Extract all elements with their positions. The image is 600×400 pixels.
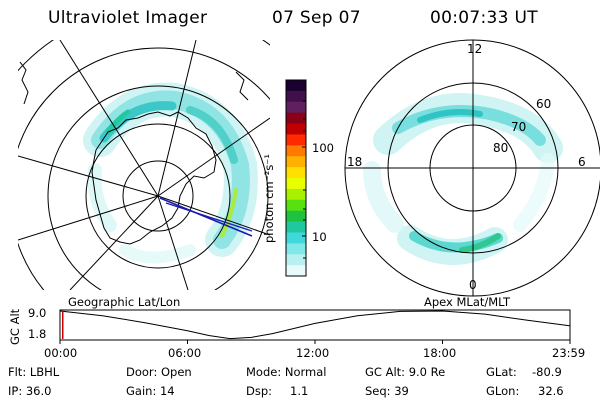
timeline-frame <box>59 309 571 341</box>
color-scale-step <box>286 145 306 157</box>
colorbar-unit-label: photon cm⁻²s⁻¹ <box>262 154 276 243</box>
color-scale-ticks <box>302 100 306 259</box>
mlt-label-0: 0 <box>469 278 477 292</box>
dsp-value: 1.1 <box>290 384 309 398</box>
satellite-track-line <box>165 202 253 232</box>
timeline-x-tick: 06:00 <box>168 346 202 360</box>
dsp-label: Dsp: <box>246 384 273 398</box>
glon-label: GLon: <box>486 384 520 398</box>
magnetic-map <box>363 93 563 265</box>
mlat-label-70: 70 <box>511 120 527 134</box>
color-scale-bar <box>286 80 306 277</box>
continent-outline <box>91 111 217 245</box>
timeline-y-tick-max: 9.0 <box>28 306 47 320</box>
glat-label: GLat: <box>486 365 517 379</box>
app-title: Ultraviolet Imager <box>48 8 208 28</box>
color-scale-step <box>286 101 306 114</box>
color-scale-frame <box>285 79 307 277</box>
color-scale-step <box>286 80 306 92</box>
timeline-ticks <box>59 340 571 344</box>
mlat-label-60: 60 <box>536 97 552 111</box>
color-scale-step <box>286 265 306 277</box>
gain-status: Gain: 14 <box>126 384 175 398</box>
altitude-series-line <box>59 310 570 340</box>
geographic-map <box>18 40 270 290</box>
left-panel-caption: Geographic Lat/Lon <box>68 295 181 309</box>
color-scale-step <box>286 134 306 146</box>
color-scale-step <box>286 112 306 125</box>
mlat-grid <box>344 39 600 297</box>
filter-status: Flt: LBHL <box>8 365 60 379</box>
color-scale-step <box>286 254 306 266</box>
timeline-x-tick: 00:00 <box>44 346 78 360</box>
time-display: 00:07:33 UT <box>430 8 538 28</box>
coastline-fragment <box>235 71 249 101</box>
timeline-y-label: GC Alt <box>8 308 22 345</box>
colorbar-tick-10: 10 <box>312 230 327 244</box>
mode-status: Mode: Normal <box>246 365 327 379</box>
coastline-fragment <box>19 61 29 105</box>
color-scale-step <box>286 156 306 168</box>
color-scale-step <box>286 199 306 212</box>
mlt-label-12: 12 <box>467 42 483 56</box>
auroral-emission-left <box>83 82 258 264</box>
auroral-emission-right <box>363 93 563 265</box>
color-scale-step <box>286 178 306 190</box>
gc-alt-status: GC Alt: 9.0 Re <box>365 365 446 379</box>
color-scale-step <box>286 90 306 103</box>
timeline-x-tick: 18:00 <box>423 346 457 360</box>
seq-status: Seq: 39 <box>365 384 409 398</box>
color-scale-step <box>286 243 306 255</box>
glat-value: -80.9 <box>532 365 562 379</box>
longitude-grid <box>18 40 270 290</box>
latitude-grid <box>18 40 270 290</box>
glon-value: 32.6 <box>538 384 564 398</box>
color-scale-step <box>286 188 306 201</box>
color-scale-step <box>286 123 306 135</box>
door-status: Door: Open <box>126 365 192 379</box>
date-display: 07 Sep 07 <box>272 8 361 28</box>
timeline-y-tick-min: 1.8 <box>28 327 47 341</box>
color-scale-step <box>286 232 306 244</box>
timeline-x-tick: 12:00 <box>296 346 330 360</box>
mlat-label-80: 80 <box>493 141 509 155</box>
satellite-track-line <box>159 197 253 237</box>
mlt-label-6: 6 <box>578 155 586 169</box>
right-panel-caption: Apex MLat/MLT <box>424 295 511 309</box>
mlt-label-18: 18 <box>347 155 363 169</box>
ip-status: IP: 36.0 <box>8 384 52 398</box>
colorbar-tick-100: 100 <box>312 141 334 155</box>
color-scale-step <box>286 221 306 233</box>
color-scale-step <box>286 210 306 223</box>
color-scale-step <box>286 167 306 179</box>
timeline-x-tick: 23:59 <box>552 346 586 360</box>
